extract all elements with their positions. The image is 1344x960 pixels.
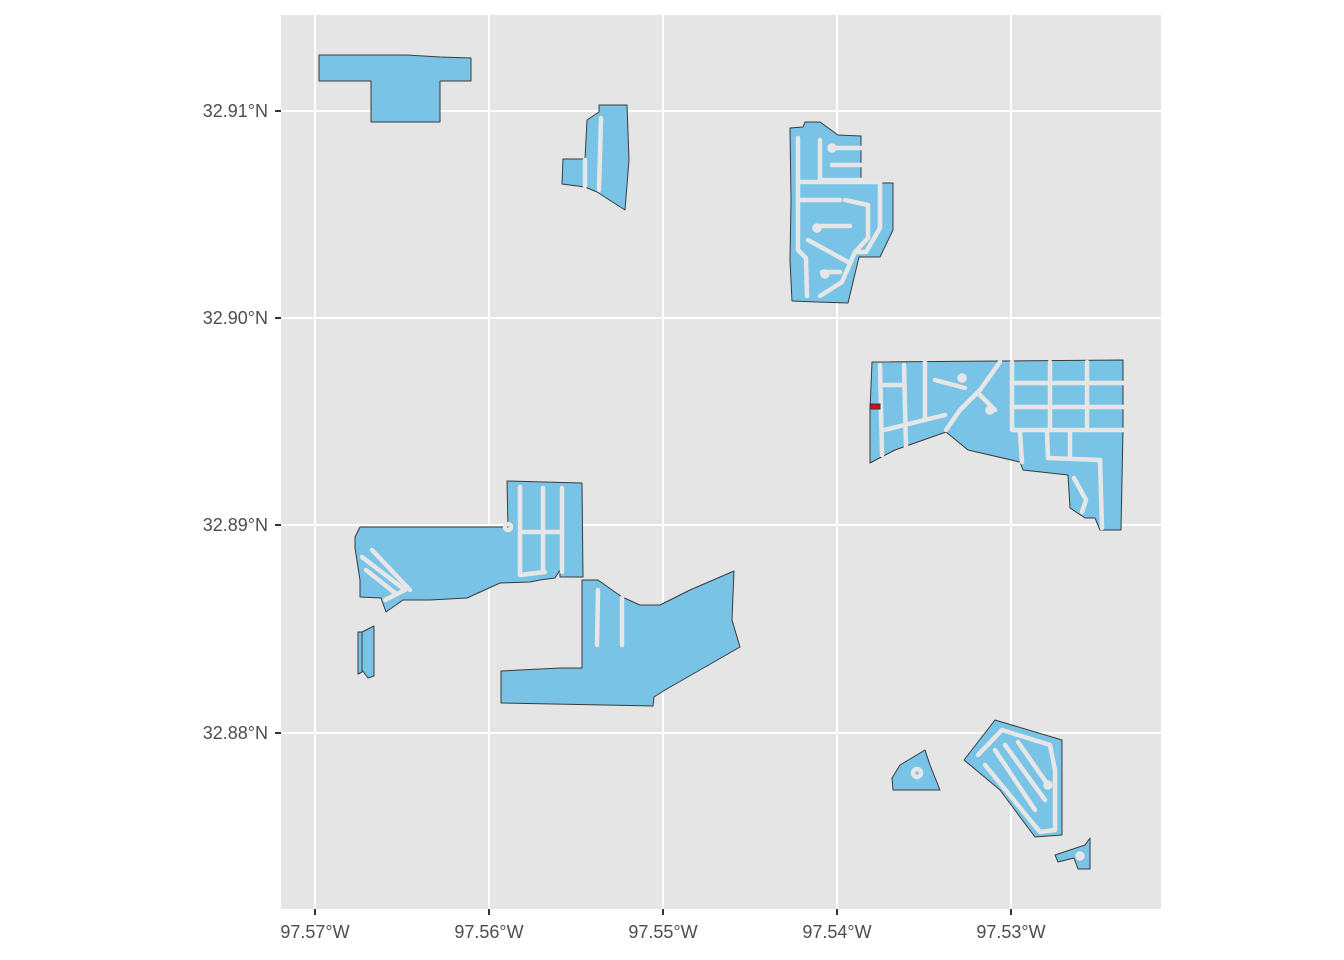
street [877,359,928,458]
cul-de-sac [502,521,514,533]
y-tick-label: 32.90°N [203,308,268,328]
parcels [318,54,1126,870]
highlighted-parcel [869,403,881,410]
x-tick-label: 97.54°W [802,922,871,942]
street [1017,429,1105,531]
street [1067,429,1089,515]
x-axis: 97.57°W 97.56°W 97.55°W 97.54°W 97.53°W [280,922,1045,942]
street [975,727,1058,835]
axis-ticks [275,110,1012,915]
cul-de-sac [1043,780,1053,790]
parcel-north-center [561,104,630,211]
cul-de-sac [985,405,995,415]
x-tick-label: 97.55°W [628,922,697,942]
x-tick-label: 97.56°W [454,922,523,942]
street [594,587,625,648]
street [817,197,871,299]
cul-de-sac [820,269,830,279]
parcel-subdivision-east [869,359,1124,531]
x-tick-label: 97.57°W [280,922,349,942]
parcel-west-sliver [361,625,375,679]
street [829,145,864,168]
parcel-west-sliver-2 [357,631,363,675]
street [992,739,1051,813]
y-axis: 32.91°N 32.90°N 32.89°N 32.88°N [203,101,268,743]
cul-de-sac [827,143,837,153]
x-tick-label: 97.53°W [976,922,1045,942]
cul-de-sac [1075,851,1085,861]
parcel-southeast-tiny [1054,837,1091,870]
parcel-west-large [354,480,584,613]
parcel-subdivision-north [789,121,894,304]
y-tick-label: 32.89°N [203,515,268,535]
y-tick-label: 32.88°N [203,723,268,743]
pond [910,766,924,780]
street [1009,359,1126,433]
cul-de-sac [957,373,967,383]
street [596,115,604,193]
street [943,359,1003,433]
street [795,179,883,255]
parcel-northwest [318,54,472,123]
street [359,547,413,603]
cul-de-sac [812,223,822,233]
street [881,382,948,433]
street [795,135,810,299]
street [795,197,853,229]
y-tick-label: 32.91°N [203,101,268,121]
